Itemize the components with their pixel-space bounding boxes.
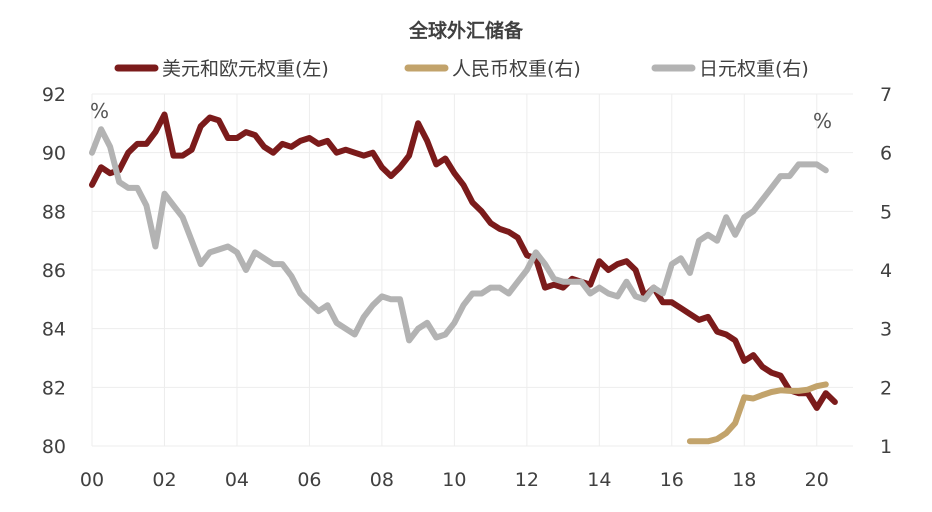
left-axis-tick-labels: 80 82 84 86 88 90 92 (42, 84, 66, 458)
x-tick-label: 10 (442, 469, 466, 491)
x-tick-label: 18 (732, 469, 756, 491)
series-layer (89, 111, 838, 445)
left-tick-label: 88 (42, 201, 66, 223)
left-tick-label: 80 (42, 436, 66, 458)
left-axis-unit: % (90, 99, 109, 123)
right-tick-label: 4 (880, 260, 892, 282)
right-tick-label: 7 (880, 84, 892, 106)
series-line-1 (89, 111, 838, 411)
right-axis-tick-labels: 1 2 3 4 5 6 7 (880, 84, 892, 458)
x-tick-label: 00 (80, 469, 104, 491)
x-tick-label: 08 (370, 469, 394, 491)
legend: 美元和欧元权重(左) 人民币权重(右) 日元权重(右) (114, 58, 809, 80)
right-axis-unit: % (813, 109, 832, 133)
left-tick-label: 84 (42, 319, 66, 341)
legend-label: 美元和欧元权重(左) (162, 58, 329, 80)
right-tick-label: 6 (880, 143, 892, 165)
x-axis-tick-labels: 00 02 04 06 08 10 12 14 16 18 20 (80, 469, 829, 491)
x-tick-label: 02 (152, 469, 176, 491)
right-tick-label: 3 (880, 319, 892, 341)
legend-label: 日元权重(右) (699, 58, 809, 80)
right-tick-label: 5 (880, 201, 892, 223)
left-tick-label: 90 (42, 143, 66, 165)
x-tick-label: 16 (660, 469, 684, 491)
x-tick-label: 12 (515, 469, 539, 491)
x-tick-label: 20 (805, 469, 829, 491)
series-line-2 (686, 381, 829, 445)
right-tick-label: 2 (880, 377, 892, 399)
left-tick-label: 92 (42, 84, 66, 106)
chart-title: 全球外汇储备 (408, 19, 524, 42)
left-tick-label: 82 (42, 377, 66, 399)
gridlines (91, 93, 853, 447)
x-tick-label: 04 (225, 469, 249, 491)
left-tick-label: 86 (42, 260, 66, 282)
x-tick-label: 14 (587, 469, 611, 491)
legend-label: 人民币权重(右) (452, 58, 581, 80)
right-tick-label: 1 (880, 436, 892, 458)
series-line-3 (89, 126, 829, 344)
x-tick-label: 06 (297, 469, 321, 491)
